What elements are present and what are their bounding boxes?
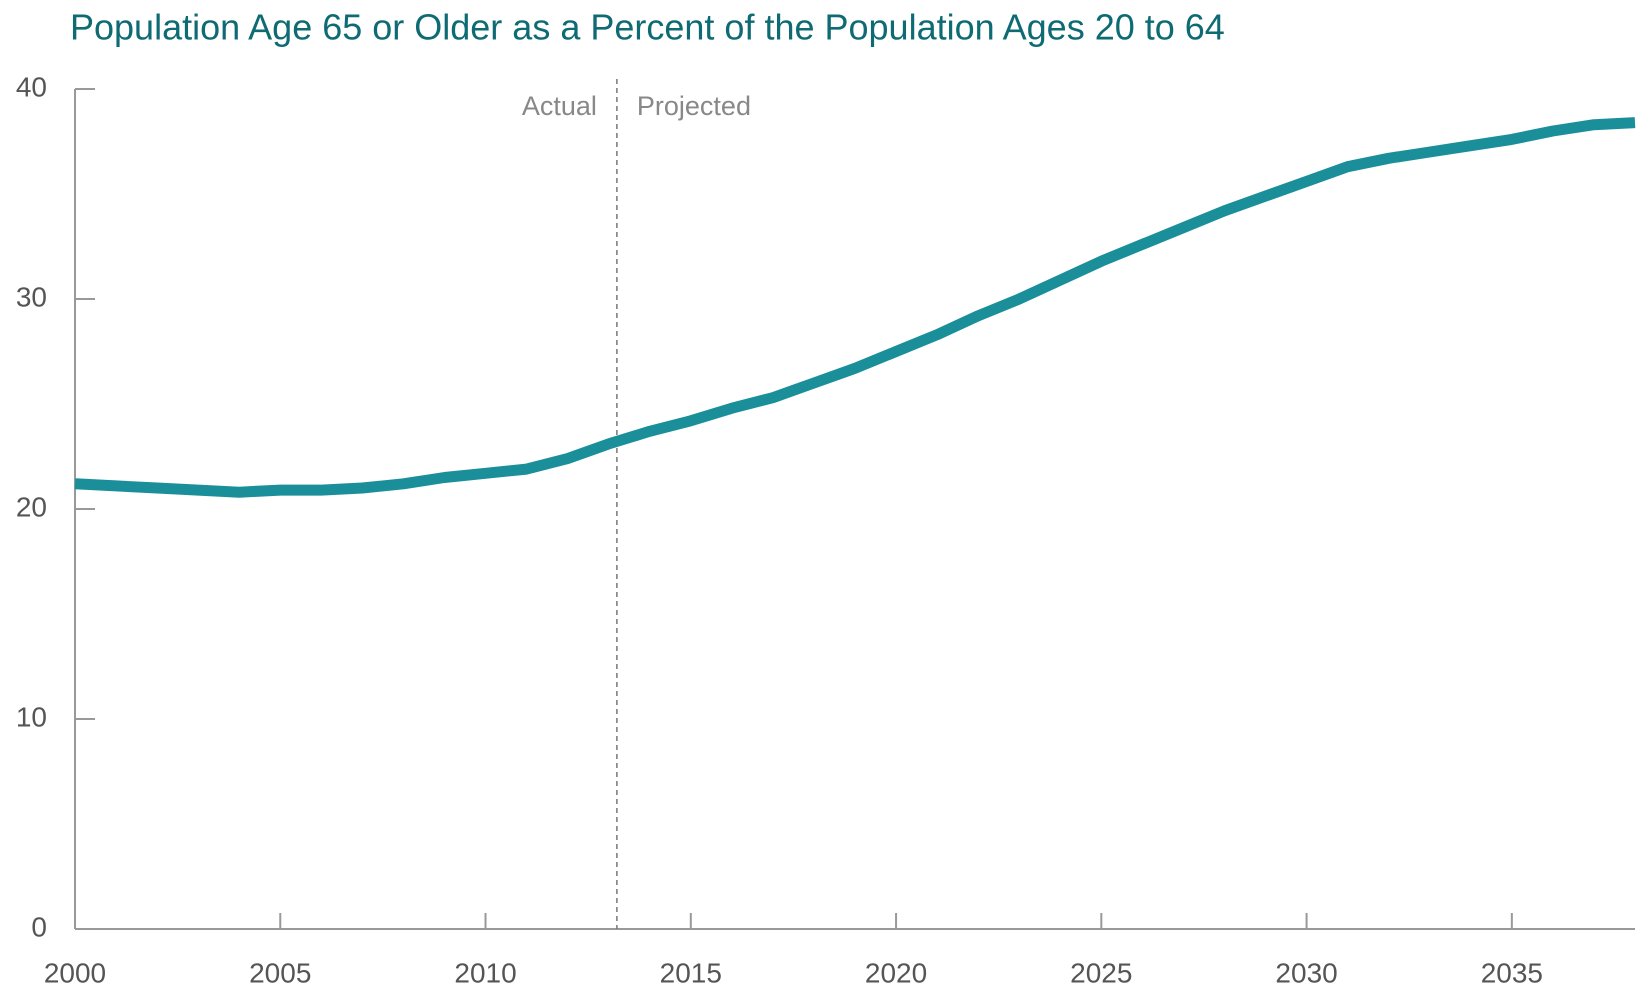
x-tick-label: 2010 — [454, 957, 516, 988]
x-tick-label: 2025 — [1070, 957, 1132, 988]
annotation: Projected — [637, 91, 751, 121]
chart-title: Population Age 65 or Older as a Percent … — [70, 7, 1225, 48]
data-line — [74, 117, 1636, 498]
x-tick-label: 2005 — [249, 957, 311, 988]
annotation: Actual — [522, 91, 597, 121]
y-tick-label: 10 — [16, 701, 47, 732]
x-tick-label: 2015 — [660, 957, 722, 988]
y-tick-label: 30 — [16, 281, 47, 312]
y-tick-label: 20 — [16, 491, 47, 522]
x-tick-label: 2035 — [1481, 957, 1543, 988]
x-tick-label: 2030 — [1275, 957, 1337, 988]
y-tick-label: 40 — [16, 71, 47, 102]
x-tick-label: 2020 — [865, 957, 927, 988]
x-tick-label: 2000 — [44, 957, 106, 988]
y-tick-label: 0 — [31, 911, 47, 942]
